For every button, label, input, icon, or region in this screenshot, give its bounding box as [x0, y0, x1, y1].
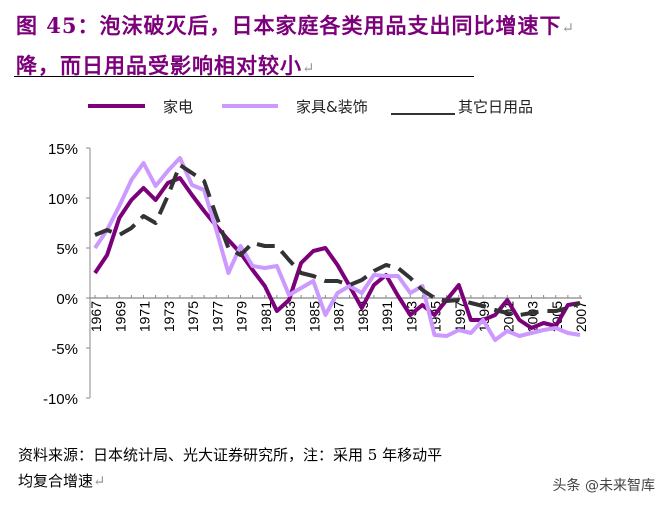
x-tick-label: 1981 [258, 301, 274, 332]
x-tick-label: 1987 [331, 301, 347, 332]
y-tick-label: 10% [48, 191, 78, 208]
source-note-line-1: 资料来源：日本统计局、光大证券研究所，注：采用 5 年移动平 [18, 446, 443, 464]
figure-title-line-1: 图 45：泡沫破灭后，日本家庭各类用品支出同比增速下↵ [16, 13, 576, 38]
series-lines [93, 156, 581, 342]
x-tick-label: 1975 [185, 301, 201, 332]
x-tick-label: 1973 [161, 301, 177, 332]
x-tick-label: 2007 [573, 301, 589, 332]
y-tick-label: 15% [48, 141, 78, 158]
source-note-line-2: 均复合增速↵ [18, 472, 106, 490]
x-tick-label: 1977 [209, 301, 225, 332]
x-tick-label: 1991 [379, 301, 395, 332]
x-tick-label: 1969 [112, 301, 128, 332]
x-tick-label: 1979 [234, 301, 250, 332]
watermark: 头条 @未来智库 [552, 478, 655, 494]
x-tick-label: 1967 [88, 301, 104, 332]
x-tick-label: 1989 [355, 301, 371, 332]
x-tick-label: 1985 [306, 301, 322, 332]
legend-label-1: 家具&装饰 [296, 98, 368, 116]
y-tick-label: 0% [56, 291, 78, 308]
x-tick-label: 1983 [282, 301, 298, 332]
legend-label-2: 其它日用品 [458, 98, 533, 116]
line-chart: 家电 家具&装饰 其它日用品 15% 10% 5% 0% -5% -10% 1967 1969 19… [43, 98, 589, 408]
figure-title-line-2: 降，而日用品受影响相对较小↵ [16, 53, 316, 78]
x-tick-label: 1971 [137, 301, 153, 332]
title-divider [14, 76, 474, 77]
y-tick-label: 5% [56, 241, 78, 258]
y-tick-label: -10% [43, 391, 78, 408]
axes: 15% 10% 5% 0% -5% -10% 1967 1969 1971 1973 1975 197… [43, 141, 589, 408]
legend: 家电 家具&装饰 其它日用品 [88, 98, 533, 116]
x-tick-label: 1997 [452, 301, 468, 332]
y-tick-label: -5% [51, 341, 78, 358]
legend-label-0: 家电 [163, 98, 193, 116]
